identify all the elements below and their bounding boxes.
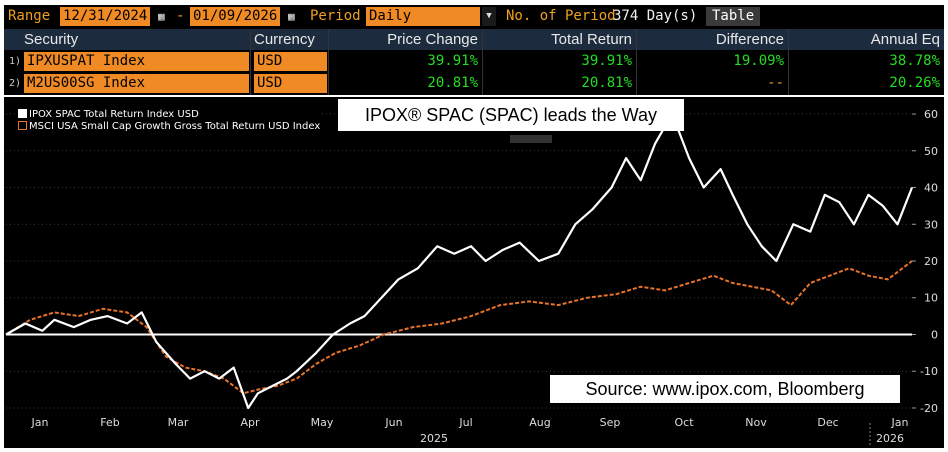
header-total-return[interactable]: Total Return — [551, 31, 632, 48]
calendar-icon[interactable]: ▦ — [288, 10, 295, 23]
year-label: 2026 — [876, 432, 904, 445]
header-currency[interactable]: Currency — [254, 31, 315, 48]
chart-canvas: 60 50 40 30 20 10 0 -10 -20 Jan Feb Mar Apr May Jun Jul… — [5, 108, 938, 447]
x-tick-label: Jan — [31, 416, 49, 429]
table-header: Security Currency Price Change Total Ret… — [4, 29, 944, 50]
chevron-down-icon[interactable]: ▼ — [482, 7, 496, 26]
currency-cell[interactable]: USD — [254, 52, 327, 71]
period-label: Period — [310, 8, 361, 24]
y-tick-label: 0 — [931, 328, 938, 341]
header-security[interactable]: Security — [24, 31, 79, 48]
header-annual-eq[interactable]: Annual Eq — [870, 31, 940, 48]
row-number: 1) — [9, 56, 22, 67]
table-row[interactable]: 2) M2US00SG Index USD 20.81% 20.81% -- 2… — [4, 73, 944, 94]
x-tick-label: Oct — [674, 416, 694, 429]
price-change-cell: 20.81% — [427, 75, 478, 91]
performance-chart[interactable]: 60 50 40 30 20 10 0 -10 -20 Jan Feb Mar Apr May Jun Jul… — [4, 97, 944, 448]
x-tick-label: Sep — [600, 416, 621, 429]
y-tick-label: 50 — [924, 145, 938, 158]
y-tick-label: -10 — [920, 365, 938, 378]
date-separator: - — [176, 8, 185, 24]
y-tick-label: 20 — [924, 255, 938, 268]
table-row[interactable]: 1) IPXUSPAT Index USD 39.91% 39.91% 19.0… — [4, 51, 944, 72]
column-divider — [788, 29, 789, 95]
start-date-field[interactable]: 12/31/2024 — [60, 7, 151, 26]
currency-cell[interactable]: USD — [254, 74, 327, 93]
x-tick-label: Apr — [240, 416, 260, 429]
legend-entry-msci[interactable]: MSCI USA Small Cap Growth Gross Total Re… — [18, 121, 320, 133]
legend-entry-ipox[interactable]: IPOX SPAC Total Return Index USD — [18, 109, 320, 121]
range-label: Range — [8, 8, 51, 24]
chart-legend[interactable]: IPOX SPAC Total Return Index USD MSCI US… — [18, 109, 321, 133]
x-tick-label: Nov — [745, 416, 767, 429]
y-tick-label: 30 — [924, 218, 938, 231]
y-tick-label: 60 — [924, 108, 938, 121]
returns-table: Security Currency Price Change Total Ret… — [4, 29, 944, 95]
difference-cell: -- — [767, 75, 784, 91]
x-tick-label: Mar — [168, 416, 189, 429]
price-change-cell: 39.91% — [427, 53, 478, 69]
y-tick-label: 40 — [924, 182, 938, 195]
x-tick-label: Jun — [384, 416, 402, 429]
x-tick-label: May — [311, 416, 334, 429]
chart-headline: IPOX® SPAC (SPAC) leads the Way — [338, 99, 684, 131]
x-tick-label: Jan — [891, 416, 909, 429]
year-label: 2025 — [420, 432, 448, 445]
difference-cell: 19.09% — [733, 53, 784, 69]
series-ipox-spac-line — [5, 112, 914, 410]
legend-swatch-icon — [18, 109, 27, 118]
legend-swatch-icon — [18, 121, 27, 130]
calendar-icon[interactable]: ▦ — [158, 10, 165, 23]
chart-tab-indicator — [510, 135, 552, 143]
num-period-label: No. of Period — [506, 8, 616, 24]
security-cell[interactable]: M2US00SG Index — [24, 74, 249, 93]
y-tick-label: 10 — [924, 292, 938, 305]
annual-eq-cell: 20.26% — [889, 75, 940, 91]
annual-eq-cell: 38.78% — [889, 53, 940, 69]
table-button[interactable]: Table — [706, 7, 761, 26]
end-date-field[interactable]: 01/09/2026 — [190, 7, 281, 26]
column-divider — [328, 29, 329, 95]
x-tick-label: Feb — [100, 416, 119, 429]
source-note: Source: www.ipox.com, Bloomberg — [550, 375, 900, 403]
x-tick-label: Jul — [458, 416, 472, 429]
legend-label: IPOX SPAC Total Return Index USD — [29, 109, 199, 120]
row-number: 2) — [9, 78, 22, 89]
y-tick-label: -20 — [920, 402, 938, 415]
column-divider — [482, 29, 483, 95]
column-divider — [250, 29, 251, 95]
legend-label: MSCI USA Small Cap Growth Gross Total Re… — [29, 121, 321, 132]
column-divider — [636, 29, 637, 95]
num-period-value: 374 Day(s) — [613, 8, 698, 24]
x-tick-label: Aug — [529, 416, 550, 429]
header-difference[interactable]: Difference — [715, 31, 784, 48]
total-return-cell: 39.91% — [581, 53, 632, 69]
header-price-change[interactable]: Price Change — [387, 31, 478, 48]
security-cell[interactable]: IPXUSPAT Index — [24, 52, 249, 71]
x-tick-label: Dec — [817, 416, 838, 429]
series-msci-small-cap-line — [5, 260, 913, 395]
range-toolbar: Range 12/31/2024 ▦ - 01/09/2026 ▦ Period… — [4, 5, 944, 29]
period-select[interactable]: Daily — [366, 7, 480, 26]
total-return-cell: 20.81% — [581, 75, 632, 91]
